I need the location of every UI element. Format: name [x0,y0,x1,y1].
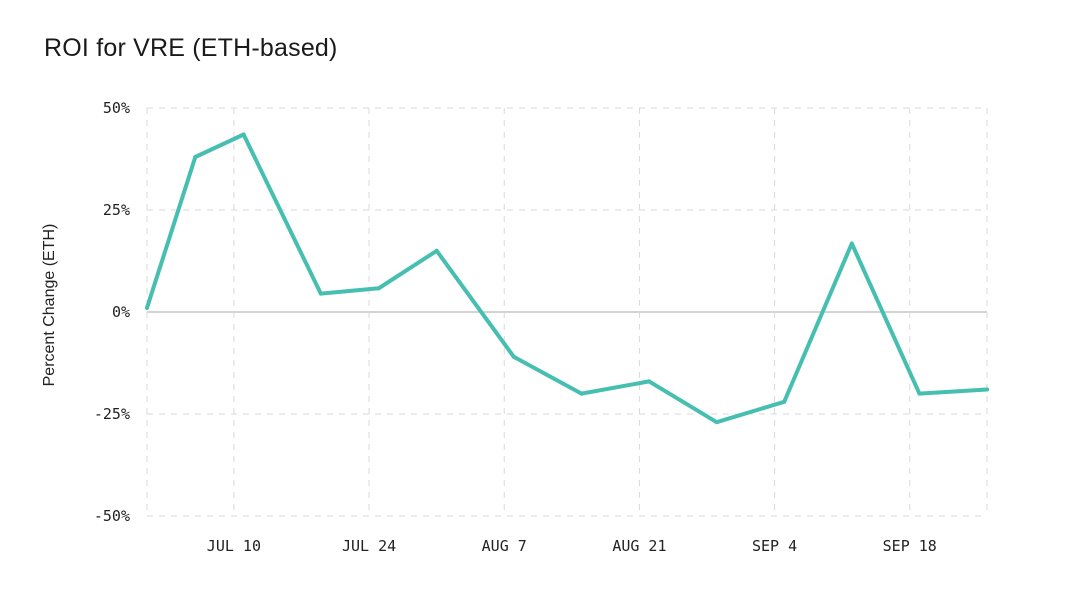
data-point [579,391,584,396]
x-tick-label: AUG 21 [612,537,666,555]
data-point [714,420,719,425]
y-tick-label: 50% [103,99,130,117]
x-tick-label: SEP 4 [752,537,797,555]
data-point [376,286,381,291]
data-point [511,354,516,359]
x-tick-label: AUG 7 [482,537,527,555]
y-tick-label: -25% [94,405,130,423]
data-point [782,399,787,404]
y-tick-label: 0% [112,303,130,321]
y-tick-label: -50% [94,507,130,525]
data-point [318,291,323,296]
x-tick-label: JUL 10 [207,537,261,555]
data-point [917,391,922,396]
y-axis-label: Percent Change (ETH) [41,224,58,387]
data-point [647,379,652,384]
data-point [985,387,989,392]
y-tick-label: 25% [103,201,130,219]
data-point [193,154,198,159]
data-point [849,241,854,246]
x-tick-label: JUL 24 [342,537,396,555]
data-point [241,132,246,137]
data-point [434,248,439,253]
chart-title: ROI for VRE (ETH-based) [44,34,338,62]
data-point [145,305,149,310]
roi-series-line [145,132,989,425]
x-tick-label: SEP 18 [883,537,937,555]
